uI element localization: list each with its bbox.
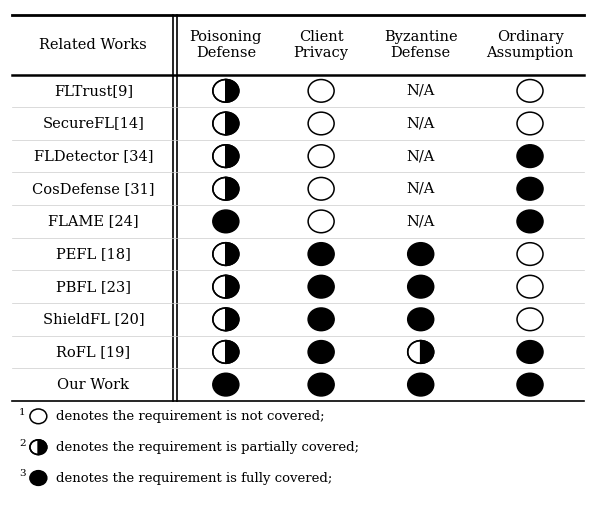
Text: N/A: N/A <box>407 214 435 228</box>
Text: CosDefense [31]: CosDefense [31] <box>32 182 155 196</box>
Text: PBFL [23]: PBFL [23] <box>56 280 131 293</box>
Text: 2: 2 <box>19 438 25 448</box>
Text: ShieldFL [20]: ShieldFL [20] <box>42 313 144 326</box>
Text: Related Works: Related Works <box>40 38 148 52</box>
Text: Ordinary
Assumption: Ordinary Assumption <box>486 30 573 60</box>
Text: Byzantine
Defense: Byzantine Defense <box>384 30 457 60</box>
Text: N/A: N/A <box>407 84 435 98</box>
Text: Our Work: Our Work <box>57 378 129 392</box>
Text: denotes the requirement is fully covered;: denotes the requirement is fully covered… <box>56 471 332 485</box>
Text: denotes the requirement is not covered;: denotes the requirement is not covered; <box>56 410 325 423</box>
Text: FLDetector [34]: FLDetector [34] <box>34 149 153 163</box>
Text: N/A: N/A <box>407 149 435 163</box>
Text: FLTrust[9]: FLTrust[9] <box>54 84 133 98</box>
Text: N/A: N/A <box>407 117 435 131</box>
Text: 3: 3 <box>19 469 25 479</box>
Text: PEFL [18]: PEFL [18] <box>56 247 131 261</box>
Text: SecureFL[14]: SecureFL[14] <box>42 117 145 131</box>
Text: Poisoning
Defense: Poisoning Defense <box>189 30 262 60</box>
Text: Client
Privacy: Client Privacy <box>294 30 349 60</box>
Text: FLAME [24]: FLAME [24] <box>48 214 139 228</box>
Text: 1: 1 <box>19 408 25 417</box>
Text: denotes the requirement is partially covered;: denotes the requirement is partially cov… <box>56 440 359 454</box>
Text: RoFL [19]: RoFL [19] <box>56 345 130 359</box>
Text: N/A: N/A <box>407 182 435 196</box>
